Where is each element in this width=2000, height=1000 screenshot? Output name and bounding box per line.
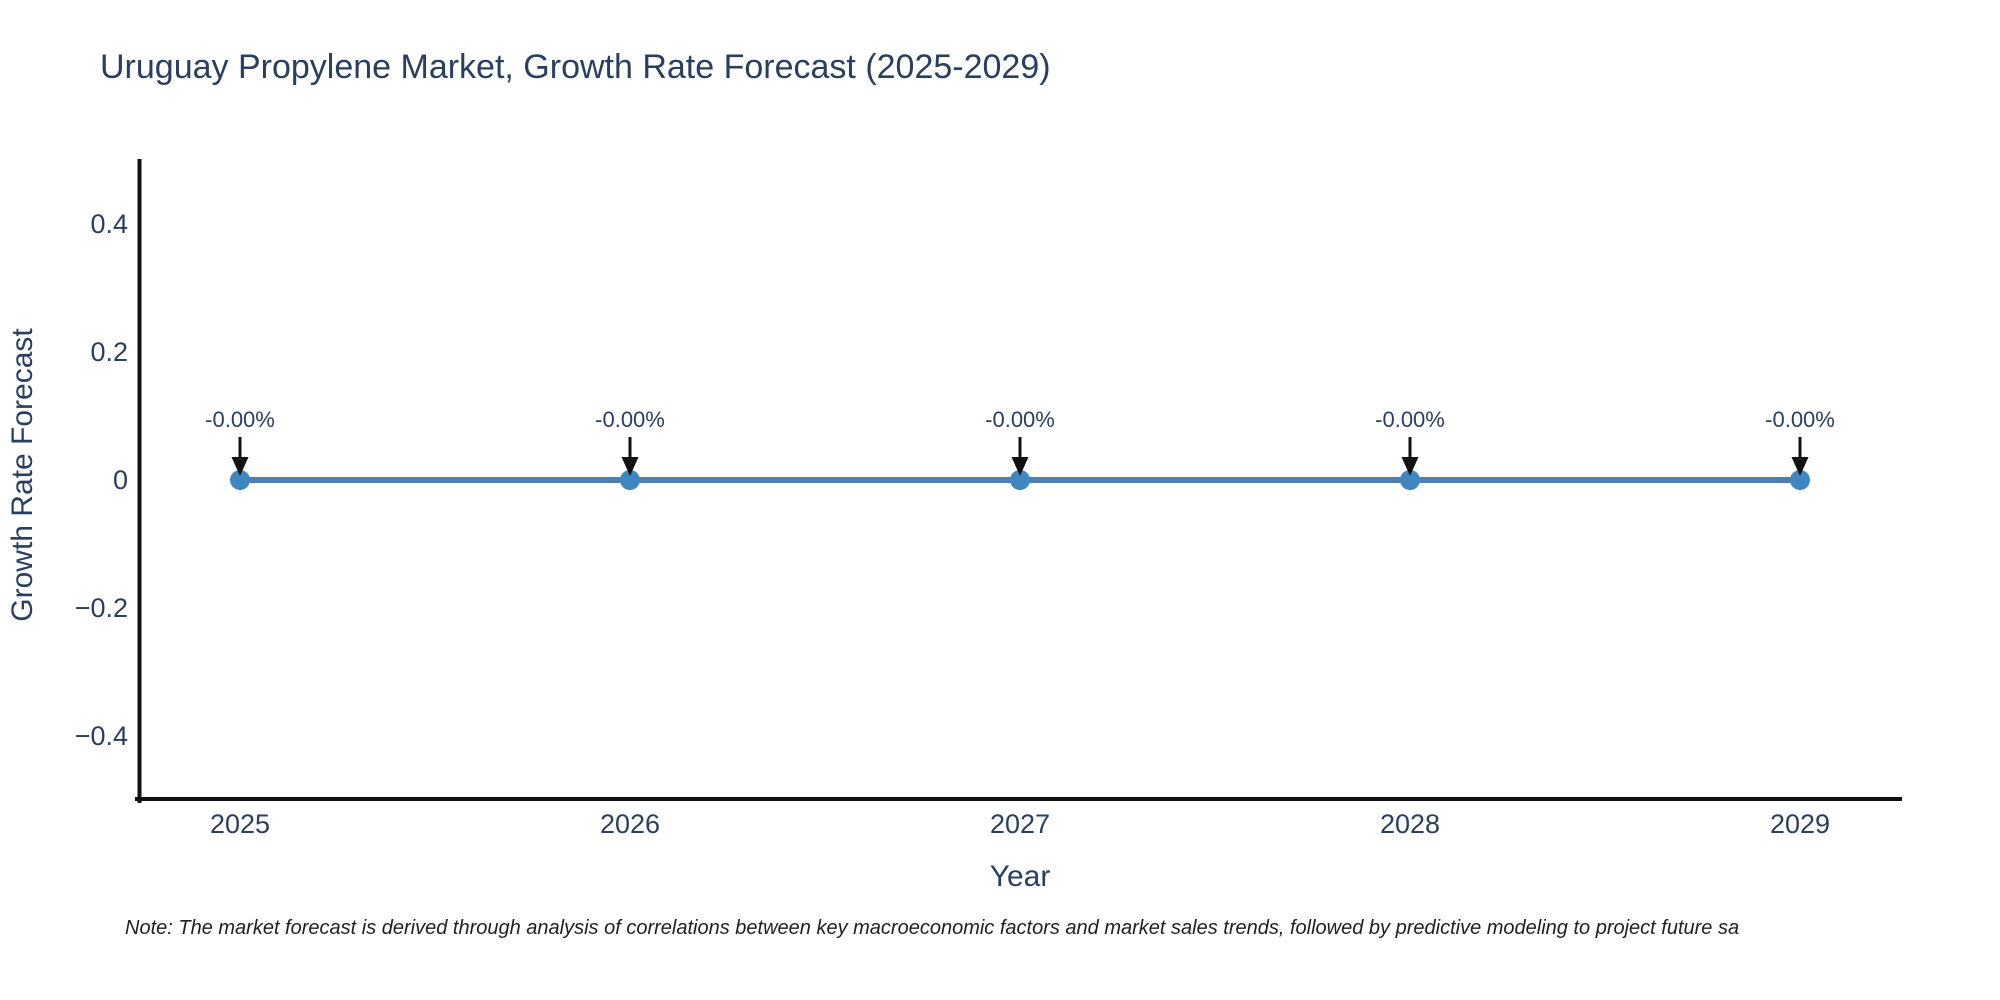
- footnote: Note: The market forecast is derived thr…: [125, 917, 1740, 939]
- x-tick-label: 2028: [1380, 809, 1440, 839]
- x-tick-label: 2026: [600, 809, 660, 839]
- x-axis-line: [135, 797, 1902, 801]
- point-annotation-label: -0.00%: [595, 407, 665, 432]
- data-point-marker[interactable]: [1790, 470, 1810, 490]
- x-tick-label: 2027: [990, 809, 1050, 839]
- y-tick-label: 0.4: [90, 209, 128, 239]
- point-annotation-label: -0.00%: [985, 407, 1055, 432]
- y-axis-line: [137, 159, 142, 803]
- x-axis-title: Year: [989, 860, 1051, 893]
- annotation-arrow-head: [1011, 457, 1029, 476]
- y-tick-label: 0: [113, 465, 128, 495]
- data-point-marker[interactable]: [1400, 470, 1420, 490]
- y-tick-label: 0.2: [90, 337, 128, 367]
- chart-title: Uruguay Propylene Market, Growth Rate Fo…: [100, 48, 1051, 86]
- y-tick-label: −0.2: [75, 593, 128, 623]
- point-annotation-label: -0.00%: [1765, 407, 1835, 432]
- annotation-arrow-head: [231, 457, 249, 476]
- data-point-marker[interactable]: [620, 470, 640, 490]
- annotation-arrow-head: [1401, 457, 1419, 476]
- data-point-marker[interactable]: [230, 470, 250, 490]
- annotation-arrow-head: [1791, 457, 1809, 476]
- data-point-marker[interactable]: [1010, 470, 1030, 490]
- point-annotation-label: -0.00%: [205, 407, 275, 432]
- x-tick-label: 2029: [1770, 809, 1830, 839]
- x-tick-label: 2025: [210, 809, 270, 839]
- y-tick-label: −0.4: [75, 721, 128, 751]
- point-annotation-label: -0.00%: [1375, 407, 1445, 432]
- annotation-arrow-head: [621, 457, 639, 476]
